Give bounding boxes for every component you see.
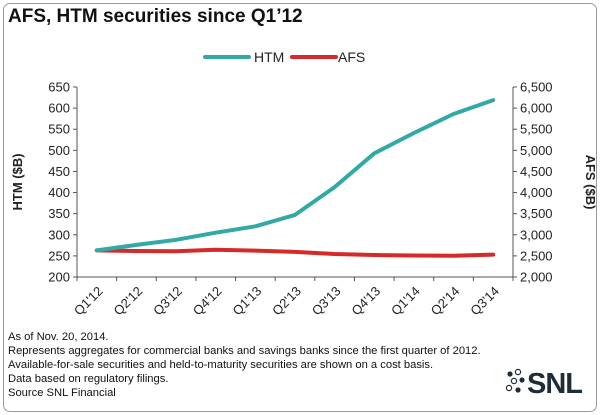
y2-tick-label: 3,500	[520, 206, 553, 221]
footnote-line: Data based on regulatory filings.	[8, 373, 169, 385]
y-tick-label: 200	[48, 270, 70, 285]
y2-tick-label: 4,000	[520, 185, 553, 200]
snl-logo-text: SNL	[527, 368, 583, 400]
footnote-line: Available-for-sale securities and held-t…	[8, 359, 434, 371]
y2-tick-label: 4,500	[520, 164, 553, 179]
x-tick-label: Q1'13	[229, 283, 264, 318]
footnote-line: Represents aggregates for commercial ban…	[8, 345, 481, 357]
y-tick-label: 600	[48, 101, 70, 116]
y-tick-label: 250	[48, 248, 70, 263]
footnotes: As of Nov. 20, 2014. Represents aggregat…	[8, 330, 508, 400]
x-tick-label: Q4'13	[348, 283, 383, 318]
footnote-line: Source SNL Financial	[8, 387, 116, 399]
y2-tick-label: 5,500	[520, 122, 553, 137]
x-tick-label: Q3'13	[309, 283, 344, 318]
legend-label-htm: HTM	[254, 49, 284, 65]
snl-logo-dots-icon	[505, 368, 525, 393]
y-tick-label: 650	[48, 80, 70, 95]
chart-title: AFS, HTM securities since Q1’12	[8, 6, 303, 27]
y-tick-label: 550	[48, 122, 70, 137]
y-axis-label-right: AFS ($B)	[583, 155, 598, 210]
series-line-htm	[94, 98, 496, 253]
tick-labels: 200 250 300 350 400 450 500 550 600 650 2,000 2,500…	[48, 80, 552, 319]
y-tick-label: 400	[48, 185, 70, 200]
y2-tick-label: 2,000	[520, 270, 553, 285]
y2-tick-label: 6,000	[520, 101, 553, 116]
series-lines	[94, 98, 496, 258]
chart-axes	[76, 87, 514, 278]
x-tick-label: Q1'12	[71, 283, 106, 318]
y2-tick-label: 2,500	[520, 248, 553, 263]
legend-label-afs: AFS	[338, 49, 365, 65]
x-tick-label: Q1'14	[388, 283, 423, 318]
y-axis-label-left: HTM ($B)	[10, 153, 25, 210]
y2-tick-label: 3,000	[520, 227, 553, 242]
x-tick-label: Q4'12	[190, 283, 225, 318]
x-tick-label: Q2'13	[269, 283, 304, 318]
series-line-afs	[94, 247, 496, 258]
x-tick-label: Q2'14	[428, 283, 463, 318]
snl-logo: SNL	[505, 366, 593, 406]
footnote-line: As of Nov. 20, 2014.	[8, 331, 109, 343]
x-tick-label: Q3'12	[150, 283, 185, 318]
y-tick-label: 300	[48, 227, 70, 242]
y2-tick-label: 5,000	[520, 143, 553, 158]
chart-frame	[3, 3, 597, 412]
y2-tick-label: 6,500	[520, 80, 553, 95]
x-tick-label: Q2'12	[111, 283, 146, 318]
y-tick-label: 350	[48, 206, 70, 221]
x-tick-label: Q3'14	[467, 283, 502, 318]
legend: HTM AFS	[203, 49, 365, 65]
y-tick-label: 500	[48, 143, 70, 158]
y-tick-label: 450	[48, 164, 70, 179]
